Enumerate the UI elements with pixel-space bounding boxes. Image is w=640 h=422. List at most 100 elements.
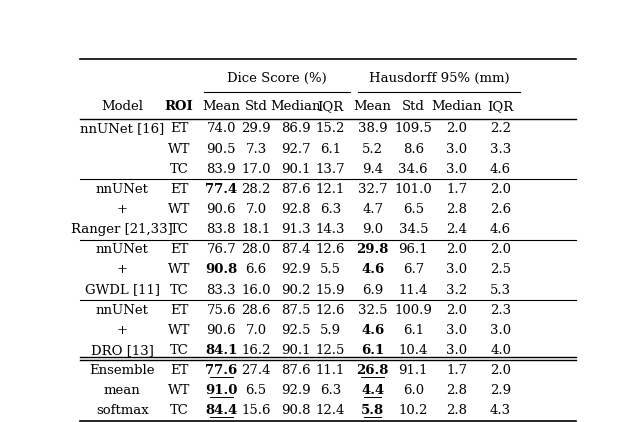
- Text: nnUNet [16]: nnUNet [16]: [80, 122, 164, 135]
- Text: TC: TC: [170, 344, 189, 357]
- Text: 2.0: 2.0: [490, 183, 511, 196]
- Text: 2.9: 2.9: [490, 384, 511, 398]
- Text: Mean: Mean: [354, 100, 392, 114]
- Text: 6.7: 6.7: [403, 263, 424, 276]
- Text: 15.2: 15.2: [316, 122, 345, 135]
- Text: Dice Score (%): Dice Score (%): [227, 72, 327, 85]
- Text: TC: TC: [170, 284, 189, 297]
- Text: 100.9: 100.9: [394, 304, 432, 317]
- Text: 17.0: 17.0: [241, 163, 271, 176]
- Text: TC: TC: [170, 223, 189, 236]
- Text: 6.1: 6.1: [320, 143, 341, 156]
- Text: 12.4: 12.4: [316, 405, 345, 417]
- Text: Hausdorff 95% (mm): Hausdorff 95% (mm): [369, 72, 509, 85]
- Text: 84.4: 84.4: [205, 405, 237, 417]
- Text: ET: ET: [170, 183, 188, 196]
- Text: 90.1: 90.1: [281, 163, 310, 176]
- Text: 2.8: 2.8: [447, 384, 467, 398]
- Text: 12.6: 12.6: [316, 304, 345, 317]
- Text: 29.9: 29.9: [241, 122, 271, 135]
- Text: 76.7: 76.7: [207, 243, 236, 256]
- Text: 90.1: 90.1: [281, 344, 310, 357]
- Text: 87.5: 87.5: [281, 304, 310, 317]
- Text: 87.4: 87.4: [281, 243, 310, 256]
- Text: 74.0: 74.0: [207, 122, 236, 135]
- Text: ET: ET: [170, 122, 188, 135]
- Text: 90.6: 90.6: [207, 203, 236, 216]
- Text: 6.1: 6.1: [403, 324, 424, 337]
- Text: 3.0: 3.0: [446, 143, 468, 156]
- Text: ET: ET: [170, 243, 188, 256]
- Text: 92.5: 92.5: [281, 324, 310, 337]
- Text: 8.6: 8.6: [403, 143, 424, 156]
- Text: Median: Median: [271, 100, 321, 114]
- Text: 15.6: 15.6: [241, 405, 271, 417]
- Text: 12.1: 12.1: [316, 183, 345, 196]
- Text: 101.0: 101.0: [394, 183, 432, 196]
- Text: 7.0: 7.0: [246, 203, 267, 216]
- Text: IQR: IQR: [488, 100, 514, 114]
- Text: 12.5: 12.5: [316, 344, 345, 357]
- Text: 32.7: 32.7: [358, 183, 387, 196]
- Text: 6.3: 6.3: [320, 203, 341, 216]
- Text: 4.6: 4.6: [490, 163, 511, 176]
- Text: 83.3: 83.3: [207, 284, 236, 297]
- Text: 16.0: 16.0: [241, 284, 271, 297]
- Text: 2.6: 2.6: [490, 203, 511, 216]
- Text: IQR: IQR: [317, 100, 344, 114]
- Text: 1.7: 1.7: [446, 364, 468, 377]
- Text: Median: Median: [432, 100, 482, 114]
- Text: 16.2: 16.2: [241, 344, 271, 357]
- Text: 7.0: 7.0: [246, 324, 267, 337]
- Text: 5.5: 5.5: [320, 263, 341, 276]
- Text: 3.0: 3.0: [446, 263, 468, 276]
- Text: 75.6: 75.6: [207, 304, 236, 317]
- Text: DRO [13]: DRO [13]: [91, 344, 154, 357]
- Text: 9.0: 9.0: [362, 223, 383, 236]
- Text: 28.0: 28.0: [241, 243, 271, 256]
- Text: 7.3: 7.3: [246, 143, 267, 156]
- Text: 9.4: 9.4: [362, 163, 383, 176]
- Text: 10.2: 10.2: [399, 405, 428, 417]
- Text: 18.1: 18.1: [241, 223, 271, 236]
- Text: WT: WT: [168, 263, 190, 276]
- Text: 15.9: 15.9: [316, 284, 345, 297]
- Text: 6.1: 6.1: [361, 344, 384, 357]
- Text: 92.9: 92.9: [281, 263, 310, 276]
- Text: 4.3: 4.3: [490, 405, 511, 417]
- Text: +: +: [116, 203, 127, 216]
- Text: 29.8: 29.8: [356, 243, 389, 256]
- Text: softmax: softmax: [96, 405, 148, 417]
- Text: 38.9: 38.9: [358, 122, 387, 135]
- Text: 4.7: 4.7: [362, 203, 383, 216]
- Text: Ranger [21,33]: Ranger [21,33]: [71, 223, 173, 236]
- Text: WT: WT: [168, 203, 190, 216]
- Text: 6.9: 6.9: [362, 284, 383, 297]
- Text: 3.0: 3.0: [446, 324, 468, 337]
- Text: 92.9: 92.9: [281, 384, 310, 398]
- Text: mean: mean: [104, 384, 141, 398]
- Text: 6.5: 6.5: [246, 384, 267, 398]
- Text: nnUNet: nnUNet: [96, 304, 148, 317]
- Text: WT: WT: [168, 384, 190, 398]
- Text: 90.8: 90.8: [281, 405, 310, 417]
- Text: 87.6: 87.6: [281, 364, 310, 377]
- Text: 10.4: 10.4: [399, 344, 428, 357]
- Text: 3.0: 3.0: [490, 324, 511, 337]
- Text: 2.0: 2.0: [490, 364, 511, 377]
- Text: 86.9: 86.9: [281, 122, 310, 135]
- Text: 90.5: 90.5: [207, 143, 236, 156]
- Text: 91.1: 91.1: [399, 364, 428, 377]
- Text: 6.0: 6.0: [403, 384, 424, 398]
- Text: 2.0: 2.0: [490, 243, 511, 256]
- Text: 2.0: 2.0: [447, 122, 467, 135]
- Text: 77.4: 77.4: [205, 183, 237, 196]
- Text: WT: WT: [168, 324, 190, 337]
- Text: nnUNet: nnUNet: [96, 183, 148, 196]
- Text: TC: TC: [170, 163, 189, 176]
- Text: 3.0: 3.0: [446, 163, 468, 176]
- Text: 91.0: 91.0: [205, 384, 237, 398]
- Text: 26.8: 26.8: [356, 364, 389, 377]
- Text: 91.3: 91.3: [281, 223, 310, 236]
- Text: ROI: ROI: [165, 100, 193, 114]
